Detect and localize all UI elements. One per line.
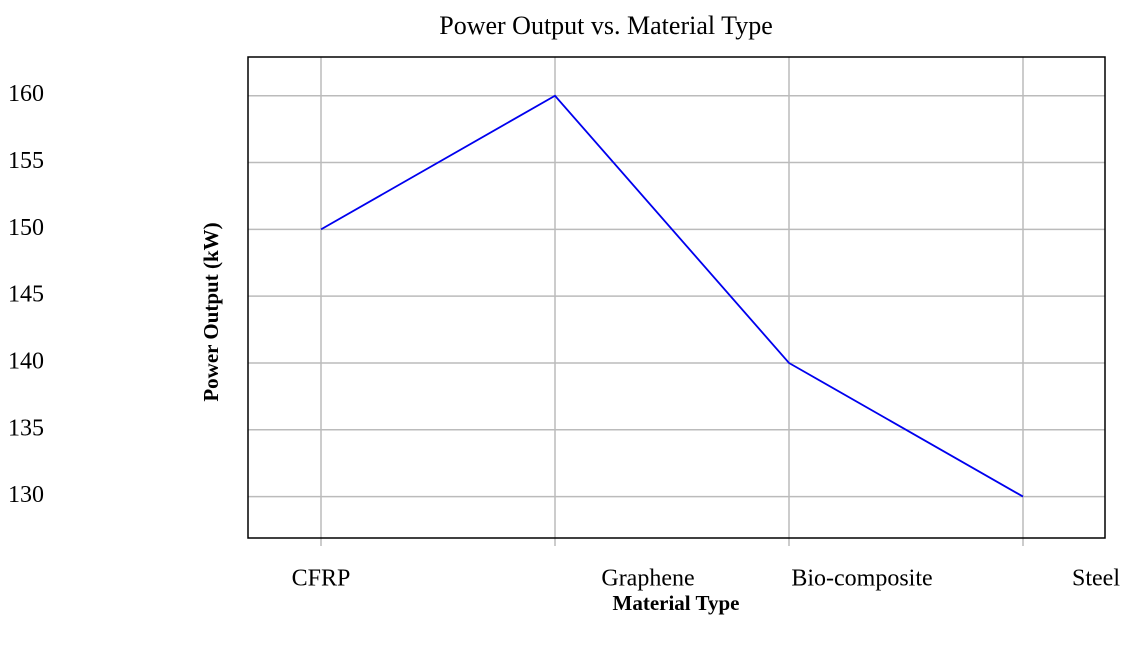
x-tick-label: CFRP: [292, 566, 351, 592]
y-tick-label: 150: [8, 215, 44, 241]
x-tick-label: Graphene: [601, 566, 694, 592]
y-axis-label: Power Output (kW): [199, 222, 223, 401]
chart-title: Power Output vs. Material Type: [439, 11, 772, 40]
x-tick-label: Steel: [1072, 566, 1120, 592]
y-tick-label: 145: [8, 282, 44, 308]
x-axis-label: Material Type: [613, 591, 740, 615]
y-tick-label: 160: [8, 81, 44, 107]
y-tick-label: 130: [8, 482, 44, 508]
data-line: [320, 94, 1024, 498]
plot-frame: [247, 56, 1106, 539]
x-tick-label: Bio-composite: [791, 566, 932, 592]
y-tick-label: 140: [8, 348, 44, 374]
y-tick-label: 155: [8, 148, 44, 174]
y-tick-label: 135: [8, 415, 44, 441]
